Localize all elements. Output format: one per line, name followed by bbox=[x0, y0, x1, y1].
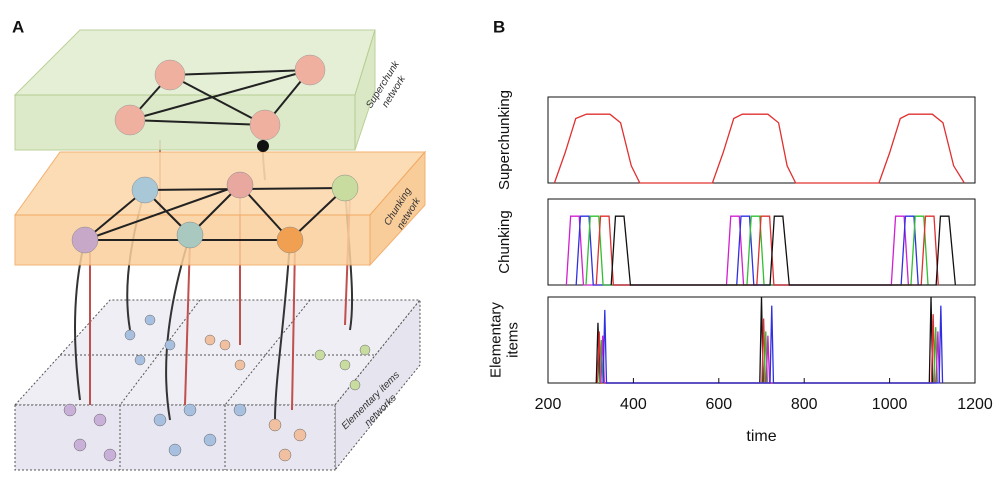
y-axis-label: Superchunking bbox=[496, 90, 513, 190]
line bbox=[610, 215, 957, 286]
plot-frame bbox=[547, 96, 976, 184]
line bbox=[602, 305, 944, 384]
y-axis-label: Elementary bbox=[487, 302, 504, 378]
x-tick-label: 1200 bbox=[957, 396, 993, 413]
y-axis-label: Chunking bbox=[496, 210, 513, 273]
y-axis-label: items bbox=[504, 322, 521, 358]
line bbox=[553, 113, 965, 184]
line bbox=[575, 215, 919, 286]
line bbox=[595, 215, 939, 286]
x-tick-label: 800 bbox=[791, 396, 818, 413]
panel-label: A bbox=[12, 17, 24, 36]
panel-a-diagram bbox=[13, 29, 427, 472]
line bbox=[596, 314, 936, 384]
x-tick-label: 400 bbox=[620, 396, 647, 413]
x-tick-label: 1000 bbox=[872, 396, 908, 413]
line bbox=[565, 215, 910, 286]
x-axis-label: time bbox=[746, 428, 776, 445]
x-tick-label: 600 bbox=[705, 396, 732, 413]
x-tick-label: 200 bbox=[535, 396, 562, 413]
panel-label: B bbox=[493, 17, 505, 36]
line bbox=[585, 215, 929, 286]
